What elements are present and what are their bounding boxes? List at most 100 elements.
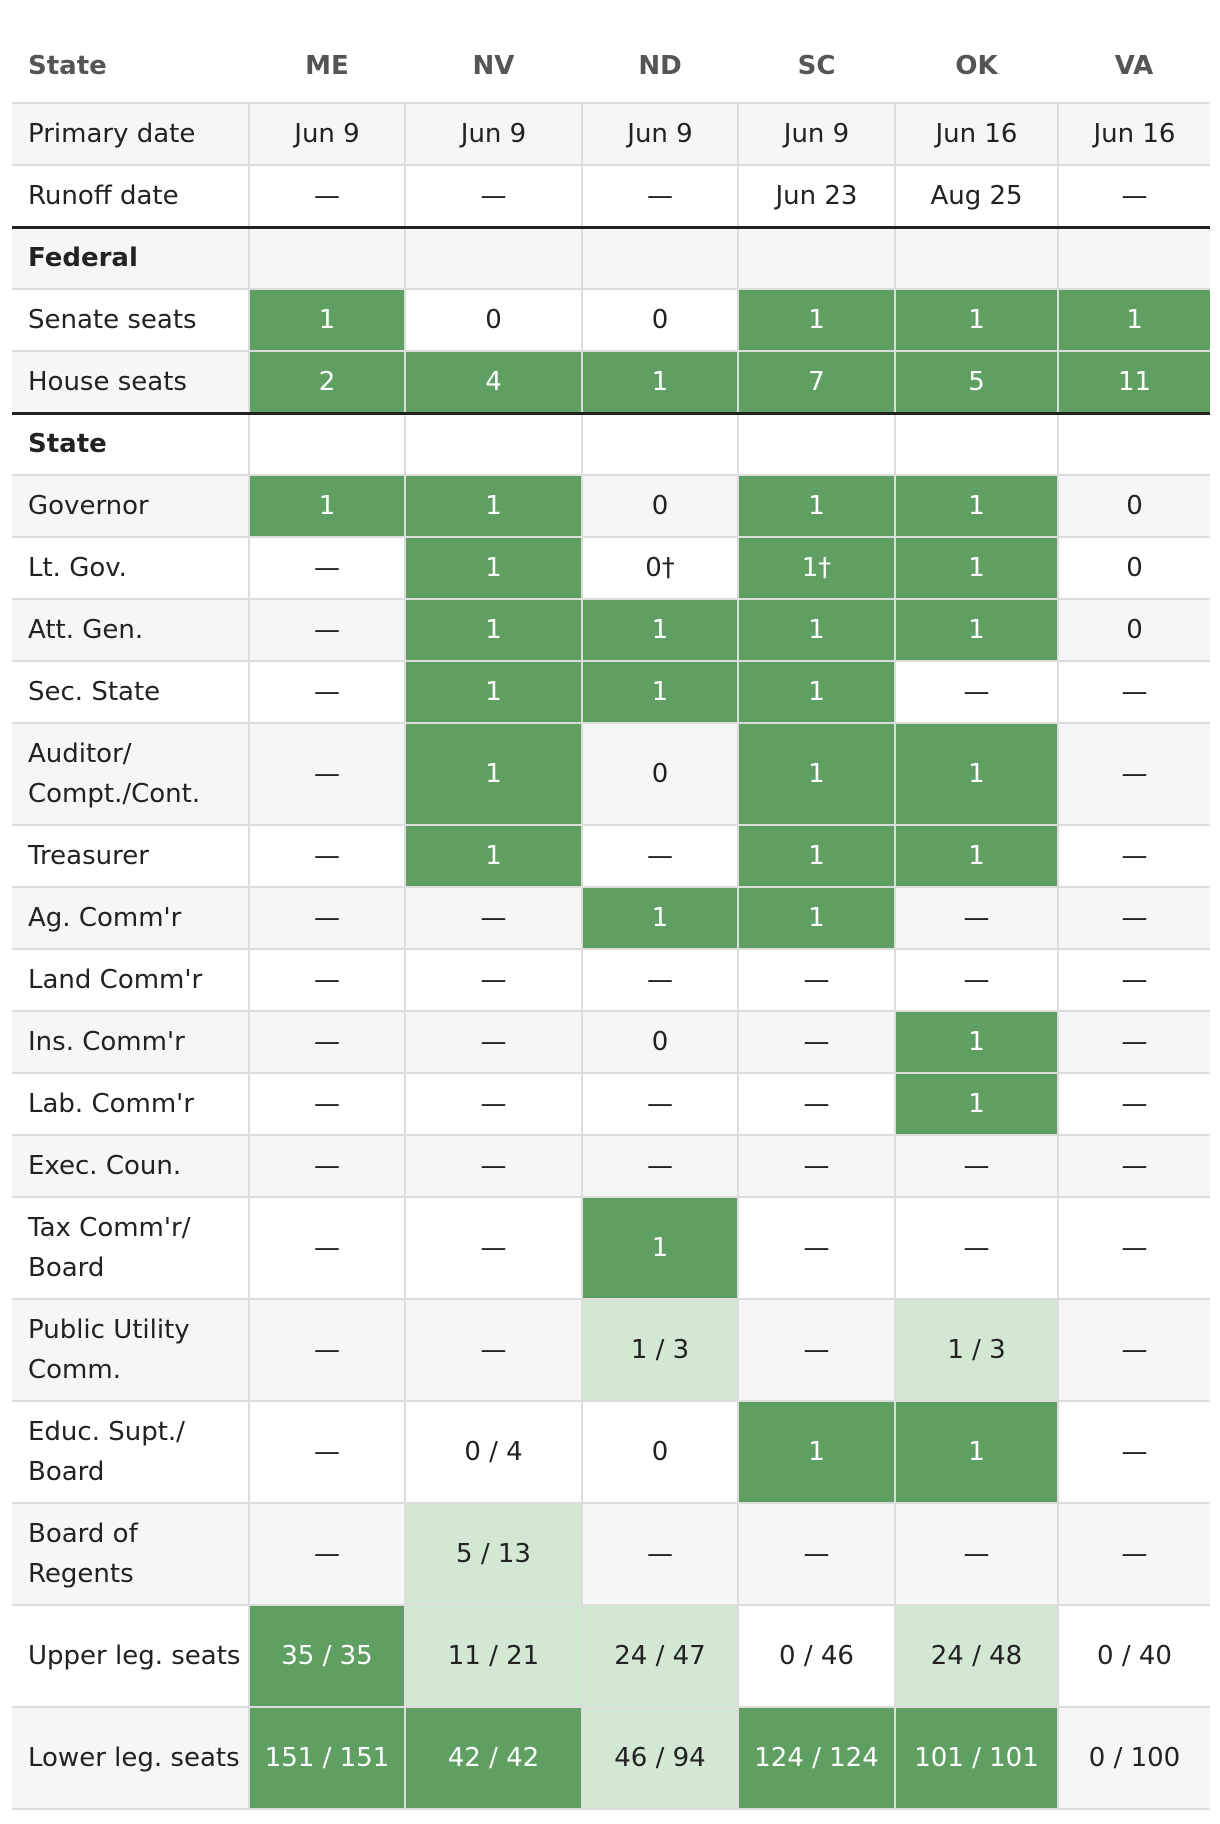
cell: — xyxy=(248,948,406,1012)
cell: 1 xyxy=(581,598,739,662)
cell: 1 xyxy=(894,1010,1059,1074)
cell: 0 xyxy=(581,722,739,826)
cell: — xyxy=(1057,1502,1210,1606)
cell: 1 xyxy=(737,660,896,724)
cell: 1 xyxy=(737,722,896,826)
cell: — xyxy=(248,722,406,826)
cell: 1 / 3 xyxy=(581,1298,739,1402)
cell: — xyxy=(894,886,1059,950)
cell: 151 / 151 xyxy=(248,1706,406,1810)
cell: — xyxy=(404,886,583,950)
row: Primary date Jun 9 Jun 9 Jun 9 Jun 9 Jun 16 Ju… xyxy=(12,102,1210,166)
cell: — xyxy=(737,1196,896,1300)
cell: 5 / 13 xyxy=(404,1502,583,1606)
cell: — xyxy=(581,1072,739,1136)
cell: 124 / 124 xyxy=(737,1706,896,1810)
cell: 1 xyxy=(737,474,896,538)
cell: 42 / 42 xyxy=(404,1706,583,1810)
cell: 0 xyxy=(1057,598,1210,662)
cell: 0† xyxy=(581,536,739,600)
cell: — xyxy=(737,1072,896,1136)
cell: — xyxy=(404,1134,583,1198)
cell: 7 xyxy=(737,350,896,415)
cell: — xyxy=(1057,1196,1210,1300)
cell: — xyxy=(404,1072,583,1136)
cell: 1 xyxy=(737,886,896,950)
cell: 35 / 35 xyxy=(248,1604,406,1708)
cell: — xyxy=(248,1196,406,1300)
cell: — xyxy=(1057,1010,1210,1074)
cell: — xyxy=(581,948,739,1012)
cell: — xyxy=(248,1134,406,1198)
row: Runoff date — — — Jun 23 Aug 25— xyxy=(12,164,1210,229)
cell: — xyxy=(248,1010,406,1074)
row-label: Ins. Comm'r xyxy=(12,1010,250,1074)
cell: Jun 9 xyxy=(737,102,896,166)
cell: 1 xyxy=(581,886,739,950)
row: Att. Gen. —1 1 1 1 0 xyxy=(12,598,1210,662)
cell: — xyxy=(248,1072,406,1136)
section-label: Federal xyxy=(12,226,250,290)
cell: — xyxy=(1057,660,1210,724)
cell: 1 xyxy=(894,824,1059,888)
cell: 1 xyxy=(404,722,583,826)
cell xyxy=(737,226,896,290)
cell: — xyxy=(581,824,739,888)
cell: — xyxy=(404,948,583,1012)
cell: — xyxy=(1057,824,1210,888)
cell xyxy=(404,226,583,290)
row-label: Educ. Supt./ Board xyxy=(12,1400,250,1504)
cell: 0 xyxy=(581,1400,739,1504)
cell: — xyxy=(404,1010,583,1074)
cell: 0 xyxy=(581,1010,739,1074)
cell xyxy=(581,226,739,290)
cell: — xyxy=(248,886,406,950)
cell: 1 xyxy=(404,598,583,662)
row-label: Exec. Coun. xyxy=(12,1134,250,1198)
cell: Jun 9 xyxy=(404,102,583,166)
cell: 0 / 4 xyxy=(404,1400,583,1504)
cell: 0 / 100 xyxy=(1057,1706,1210,1810)
row: Lower leg. seats 151 / 151 42 / 42 46 / 94 1… xyxy=(12,1706,1210,1810)
row: Sec. State —1 1 1— — xyxy=(12,660,1210,724)
cell: 46 / 94 xyxy=(581,1706,739,1810)
cell: 1 / 3 xyxy=(894,1298,1059,1402)
table-body: Primary date Jun 9 Jun 9 Jun 9 Jun 9 Jun 16 Ju… xyxy=(12,102,1210,1810)
cell: — xyxy=(248,164,406,229)
cell: 0 xyxy=(581,288,739,352)
cell: Jun 16 xyxy=(1057,102,1210,166)
row: Tax Comm'r/ Board — —1— — — xyxy=(12,1196,1210,1300)
cell: — xyxy=(581,1134,739,1198)
cell: 1 xyxy=(737,598,896,662)
row-label: Ag. Comm'r xyxy=(12,886,250,950)
cell: — xyxy=(1057,164,1210,229)
row-label: Land Comm'r xyxy=(12,948,250,1012)
row: Lt. Gov. —1 0† 1† 1 0 xyxy=(12,536,1210,600)
cell xyxy=(894,226,1059,290)
row-label: Runoff date xyxy=(12,164,250,229)
row: Public Utility Comm. — —1 / 3—1 / 3— xyxy=(12,1298,1210,1402)
cell: — xyxy=(737,1134,896,1198)
cell: 1 xyxy=(581,350,739,415)
cell: Jun 9 xyxy=(581,102,739,166)
cell: — xyxy=(1057,886,1210,950)
cell: — xyxy=(894,948,1059,1012)
cell xyxy=(404,412,583,476)
cell: 1 xyxy=(894,288,1059,352)
cell: 0 / 46 xyxy=(737,1604,896,1708)
cell: 1 xyxy=(404,536,583,600)
cell xyxy=(581,412,739,476)
cell: — xyxy=(1057,1400,1210,1504)
cell xyxy=(248,226,406,290)
cell: — xyxy=(1057,1298,1210,1402)
row-label: Governor xyxy=(12,474,250,538)
cell: 1 xyxy=(404,474,583,538)
row-label: Auditor/ Compt./Cont. xyxy=(12,722,250,826)
row: Ag. Comm'r — —1 1— — xyxy=(12,886,1210,950)
cell: 1 xyxy=(404,660,583,724)
cell: Aug 25 xyxy=(894,164,1059,229)
cell: 0 xyxy=(404,288,583,352)
table: State ME NV ND SC OK VA Primary date Jun 9 Jun 9… xyxy=(12,30,1210,1810)
cell: — xyxy=(404,1196,583,1300)
